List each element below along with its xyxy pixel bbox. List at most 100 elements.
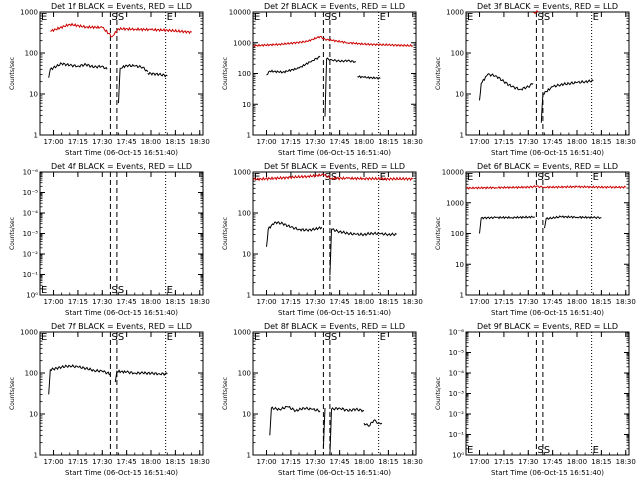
lld-series-line — [253, 173, 414, 182]
marker-label-e: E — [467, 445, 473, 456]
plot-title: Det 8f BLACK = Events, RED = LLD — [264, 322, 405, 331]
x-tick-label: 17:15 — [281, 458, 301, 466]
x-tick-label: 18:30 — [616, 298, 636, 306]
y-axis-label: Counts/sec — [222, 57, 229, 90]
x-tick-label: 18:15 — [378, 298, 398, 306]
y-tick-label: 100 — [238, 70, 251, 78]
plot-frame — [39, 11, 204, 136]
y-tick-label: 1000 — [446, 9, 464, 17]
x-tick-label: 18:15 — [165, 138, 185, 146]
x-tick-label: 17:30 — [92, 298, 112, 306]
x-tick-label: 17:45 — [330, 298, 350, 306]
x-tick-label: 18:00 — [567, 298, 587, 306]
y-tick-label: 10⁻⁶ — [449, 329, 465, 337]
x-tick-label: 17:30 — [92, 138, 112, 146]
y-axis-label: Counts/sec — [9, 377, 16, 410]
events-series-line — [147, 71, 168, 78]
plot-frame — [39, 331, 204, 456]
x-tick-label: 17:00 — [43, 298, 63, 306]
x-tick-label: 18:00 — [141, 298, 161, 306]
marker-label-e: E — [41, 285, 47, 296]
marker-label-e: E — [254, 172, 260, 183]
x-tick-label: 17:15 — [281, 138, 301, 146]
x-tick-label: 18:30 — [190, 298, 210, 306]
marker-label-s: S — [544, 172, 550, 183]
y-tick-label: 1000 — [233, 39, 251, 47]
y-tick-label: 1000 — [20, 329, 38, 337]
x-axis-label: Start Time (06-Oct-15 16:51:40) — [491, 149, 604, 157]
y-tick-label: 10⁰ — [26, 292, 38, 300]
x-tick-label: 18:15 — [165, 298, 185, 306]
x-tick-label: 17:45 — [330, 458, 350, 466]
y-tick-label: 10⁰ — [452, 452, 464, 460]
detector-panel-9: Det 9f BLACK = Events, RED = LLD Counts/s… — [435, 322, 636, 477]
x-tick-label: 18:00 — [141, 458, 161, 466]
detector-panel-2: Det 2f BLACK = Events, RED = LLD Counts/s… — [222, 2, 423, 157]
y-tick-label: 10⁻¹ — [449, 431, 465, 439]
plot-frame — [39, 171, 204, 296]
y-tick-label: 10 — [242, 411, 251, 419]
detector-panel-1: Det 1f BLACK = Events, RED = LLD Counts/s… — [9, 2, 210, 157]
plot-frame — [465, 11, 630, 136]
y-tick-label: 100 — [25, 50, 38, 58]
x-tick-label: 17:15 — [68, 138, 88, 146]
y-tick-label: 10⁻⁶ — [23, 169, 39, 177]
y-tick-label: 1000 — [233, 169, 251, 177]
y-tick-label: 100 — [451, 50, 464, 58]
x-axis-label: Start Time (06-Oct-15 16:51:40) — [278, 149, 391, 157]
marker-label-e: E — [380, 332, 386, 343]
x-tick-label: 18:00 — [567, 458, 587, 466]
detector-panel-7: Det 7f BLACK = Events, RED = LLD Counts/s… — [9, 322, 210, 477]
events-series-line — [324, 57, 356, 117]
x-tick-label: 17:15 — [494, 298, 514, 306]
marker-label-s: S — [331, 12, 337, 23]
marker-label-s: S — [111, 332, 117, 343]
detector-panel-4: Det 4f BLACK = Events, RED = LLD Counts/s… — [9, 162, 210, 317]
x-axis-label: Start Time (06-Oct-15 16:51:40) — [491, 309, 604, 317]
y-tick-label: 1000 — [20, 9, 38, 17]
x-tick-label: 18:30 — [403, 298, 423, 306]
x-tick-label: 18:30 — [616, 138, 636, 146]
y-tick-label: 10⁻⁵ — [449, 349, 465, 357]
y-tick-label: 100 — [451, 230, 464, 238]
y-tick-label: 1 — [34, 452, 38, 460]
plot-title: Det 4f BLACK = Events, RED = LLD — [51, 162, 192, 171]
marker-label-e: E — [41, 332, 47, 343]
y-tick-label: 10 — [242, 251, 251, 259]
marker-label-s: S — [331, 172, 337, 183]
x-tick-label: 18:15 — [591, 298, 611, 306]
marker-label-s: S — [118, 285, 124, 296]
x-tick-label: 17:45 — [117, 138, 137, 146]
y-tick-label: 10⁻³ — [23, 230, 39, 238]
y-tick-label: 1 — [460, 132, 464, 140]
marker-label-e: E — [167, 285, 173, 296]
events-series-line — [269, 405, 321, 436]
y-tick-label: 10 — [242, 101, 251, 109]
y-tick-label: 10⁻² — [449, 411, 465, 419]
x-tick-label: 17:00 — [256, 298, 276, 306]
y-tick-label: 10 — [29, 411, 38, 419]
marker-label-s: S — [537, 445, 543, 456]
x-axis-label: Start Time (06-Oct-15 16:51:40) — [278, 309, 391, 317]
x-tick-label: 17:00 — [469, 138, 489, 146]
x-tick-label: 17:45 — [543, 458, 563, 466]
plot-title: Det 6f BLACK = Events, RED = LLD — [477, 162, 618, 171]
marker-label-s: S — [324, 332, 330, 343]
x-tick-label: 18:15 — [378, 458, 398, 466]
x-tick-label: 18:15 — [591, 138, 611, 146]
x-tick-label: 17:30 — [305, 458, 325, 466]
marker-label-s: S — [544, 445, 550, 456]
y-tick-label: 10⁻⁵ — [23, 189, 39, 197]
x-tick-label: 17:15 — [494, 138, 514, 146]
y-tick-label: 10000 — [442, 169, 464, 177]
events-series-line — [329, 407, 365, 456]
y-tick-label: 10000 — [229, 9, 251, 17]
events-series-line — [118, 63, 149, 104]
marker-label-s: S — [537, 12, 543, 23]
x-tick-label: 17:45 — [117, 298, 137, 306]
plot-title: Det 7f BLACK = Events, RED = LLD — [51, 322, 192, 331]
y-tick-label: 10 — [29, 91, 38, 99]
events-series-line — [540, 79, 594, 123]
plot-title: Det 5f BLACK = Events, RED = LLD — [264, 162, 405, 171]
